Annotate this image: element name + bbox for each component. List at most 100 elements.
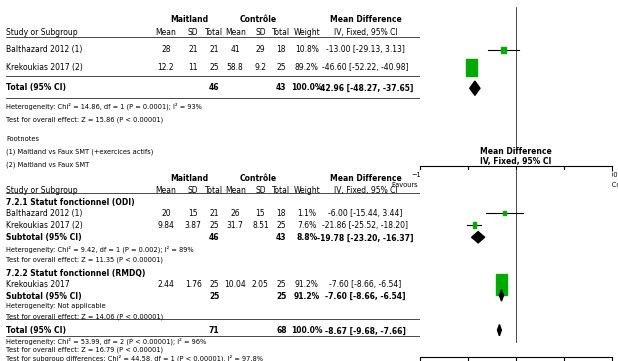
Text: 29: 29 [256, 45, 265, 55]
Text: 21: 21 [210, 45, 219, 55]
Text: SD: SD [188, 28, 198, 37]
Text: 7.2.1 Statut fonctionnel (ODI): 7.2.1 Statut fonctionnel (ODI) [6, 198, 135, 207]
Text: 89.2%: 89.2% [295, 63, 319, 72]
Text: (2) Maitland vs Faux SMT: (2) Maitland vs Faux SMT [6, 161, 90, 168]
Text: SD: SD [188, 186, 198, 195]
Text: Total: Total [273, 186, 290, 195]
Text: 21: 21 [188, 45, 198, 55]
Text: 25: 25 [210, 221, 219, 230]
Text: Krekoukias 2017 (2): Krekoukias 2017 (2) [6, 63, 83, 72]
Text: Mean Difference: Mean Difference [329, 174, 401, 183]
Text: 15: 15 [256, 209, 265, 218]
Text: Heterogeneity: Chi² = 14.86, df = 1 (P = 0.0001); I² = 93%: Heterogeneity: Chi² = 14.86, df = 1 (P =… [6, 103, 202, 110]
Text: 10.8%: 10.8% [295, 45, 319, 55]
Text: -46.60 [-52.22, -40.98]: -46.60 [-52.22, -40.98] [322, 63, 408, 72]
Text: Mean Difference
IV, Fixed, 95% CI: Mean Difference IV, Fixed, 95% CI [480, 147, 552, 166]
Text: Krekoukias 2017: Krekoukias 2017 [6, 280, 70, 290]
Text: 25: 25 [210, 63, 219, 72]
Text: -42.96 [-48.27, -37.65]: -42.96 [-48.27, -37.65] [317, 83, 413, 92]
Text: Test for overall effect: Z = 14.06 (P < 0.00001): Test for overall effect: Z = 14.06 (P < … [6, 313, 163, 320]
Text: 91.2%: 91.2% [294, 292, 320, 301]
Bar [501, 47, 506, 53]
Text: Study or Subgroup: Study or Subgroup [6, 28, 78, 37]
Text: SD: SD [255, 186, 266, 195]
Text: IV, Fixed, 95% CI: IV, Fixed, 95% CI [334, 186, 397, 195]
Text: Krekoukias 2017 (2): Krekoukias 2017 (2) [6, 221, 83, 230]
Text: 18: 18 [277, 209, 286, 218]
Text: -7.60 [-8.66, -6.54]: -7.60 [-8.66, -6.54] [325, 292, 406, 301]
Text: 100.0%: 100.0% [291, 326, 323, 335]
Text: 25: 25 [276, 292, 287, 301]
Text: Maitland: Maitland [170, 15, 208, 24]
Text: 100.0%: 100.0% [291, 83, 323, 92]
Text: 46: 46 [209, 83, 219, 92]
Text: Weight: Weight [294, 28, 320, 37]
Polygon shape [472, 232, 485, 243]
Text: 1.1%: 1.1% [297, 209, 316, 218]
Text: 21: 21 [210, 209, 219, 218]
Text: Mean: Mean [156, 28, 176, 37]
Bar [473, 222, 476, 228]
Text: (1) Maitland vs Faux SMT (+exercices actifs): (1) Maitland vs Faux SMT (+exercices act… [6, 149, 153, 155]
Text: Mean: Mean [225, 186, 245, 195]
Bar [496, 274, 507, 295]
Text: 3.87: 3.87 [185, 221, 201, 230]
Text: Subtotal (95% CI): Subtotal (95% CI) [6, 234, 82, 243]
Text: -19.78 [-23.20, -16.37]: -19.78 [-23.20, -16.37] [317, 234, 413, 243]
Text: 2.05: 2.05 [252, 280, 269, 290]
Text: Heterogeneity: Chi² = 53.99, df = 2 (P < 0.00001); I² = 96%: Heterogeneity: Chi² = 53.99, df = 2 (P <… [6, 338, 206, 345]
Text: Heterogeneity: Not applicable: Heterogeneity: Not applicable [6, 303, 106, 309]
Text: Contrôle: Contrôle [240, 15, 277, 24]
Text: Mean: Mean [225, 28, 245, 37]
Text: 25: 25 [210, 280, 219, 290]
Text: 58.8: 58.8 [227, 63, 243, 72]
Text: Study or Subgroup: Study or Subgroup [6, 186, 78, 195]
Polygon shape [499, 290, 504, 301]
Text: -8.67 [-9.68, -7.66]: -8.67 [-9.68, -7.66] [325, 326, 406, 335]
Text: 12.2: 12.2 [158, 63, 174, 72]
Text: -21.86 [-25.52, -18.20]: -21.86 [-25.52, -18.20] [323, 221, 408, 230]
Text: 9.2: 9.2 [255, 63, 266, 72]
Text: Total: Total [205, 28, 223, 37]
Text: 28: 28 [161, 45, 171, 55]
Text: Test for subgroup differences: Chi² = 44.58, df = 1 (P < 0.00001), I² = 97.8%: Test for subgroup differences: Chi² = 44… [6, 355, 263, 361]
Text: Maitland: Maitland [170, 174, 208, 183]
Text: 18: 18 [277, 45, 286, 55]
Text: 25: 25 [277, 280, 286, 290]
Text: 11: 11 [188, 63, 198, 72]
Text: Weight: Weight [294, 186, 320, 195]
Text: 41: 41 [231, 45, 240, 55]
Text: Heterogeneity: Chi² = 9.42, df = 1 (P = 0.002); I² = 89%: Heterogeneity: Chi² = 9.42, df = 1 (P = … [6, 246, 194, 253]
Text: -7.60 [-8.66, -6.54]: -7.60 [-8.66, -6.54] [329, 280, 402, 290]
Text: Total: Total [273, 28, 290, 37]
Text: -13.00 [-29.13, 3.13]: -13.00 [-29.13, 3.13] [326, 45, 405, 55]
Text: 2.44: 2.44 [158, 280, 174, 290]
Bar [504, 211, 506, 215]
Text: Mean Difference: Mean Difference [329, 15, 401, 24]
Text: Mean Difference
IV, Fixed, 95% CI: Mean Difference IV, Fixed, 95% CI [480, 0, 552, 1]
Text: 20: 20 [161, 209, 171, 218]
Text: Balthazard 2012 (1): Balthazard 2012 (1) [6, 45, 83, 55]
Text: Favours Contrôle: Favours Contrôle [584, 182, 618, 188]
Text: Test for overall effect: Z = 11.35 (P < 0.00001): Test for overall effect: Z = 11.35 (P < … [6, 257, 163, 264]
Text: Test for overall effect: Z = 16.79 (P < 0.00001): Test for overall effect: Z = 16.79 (P < … [6, 346, 163, 353]
Text: SD: SD [255, 28, 266, 37]
Text: Test for overall effect: Z = 15.86 (P < 0.00001): Test for overall effect: Z = 15.86 (P < … [6, 117, 163, 123]
Polygon shape [497, 325, 501, 336]
Text: Total (95% CI): Total (95% CI) [6, 326, 66, 335]
Text: 91.2%: 91.2% [295, 280, 319, 290]
Text: 46: 46 [209, 234, 219, 243]
Text: 8.8%: 8.8% [296, 234, 317, 243]
Text: Contrôle: Contrôle [240, 174, 277, 183]
Text: Footnotes: Footnotes [6, 136, 39, 142]
Text: Favours Maitland: Favours Maitland [392, 182, 449, 188]
Text: 43: 43 [276, 83, 287, 92]
Text: Balthazard 2012 (1): Balthazard 2012 (1) [6, 209, 83, 218]
Text: 25: 25 [277, 221, 286, 230]
Text: 7.2.2 Statut fonctionnel (RMDQ): 7.2.2 Statut fonctionnel (RMDQ) [6, 269, 146, 278]
Text: -6.00 [-15.44, 3.44]: -6.00 [-15.44, 3.44] [328, 209, 403, 218]
Text: 9.84: 9.84 [158, 221, 174, 230]
Text: 68: 68 [276, 326, 287, 335]
Text: IV, Fixed, 95% CI: IV, Fixed, 95% CI [334, 28, 397, 37]
Text: Total (95% CI): Total (95% CI) [6, 83, 66, 92]
